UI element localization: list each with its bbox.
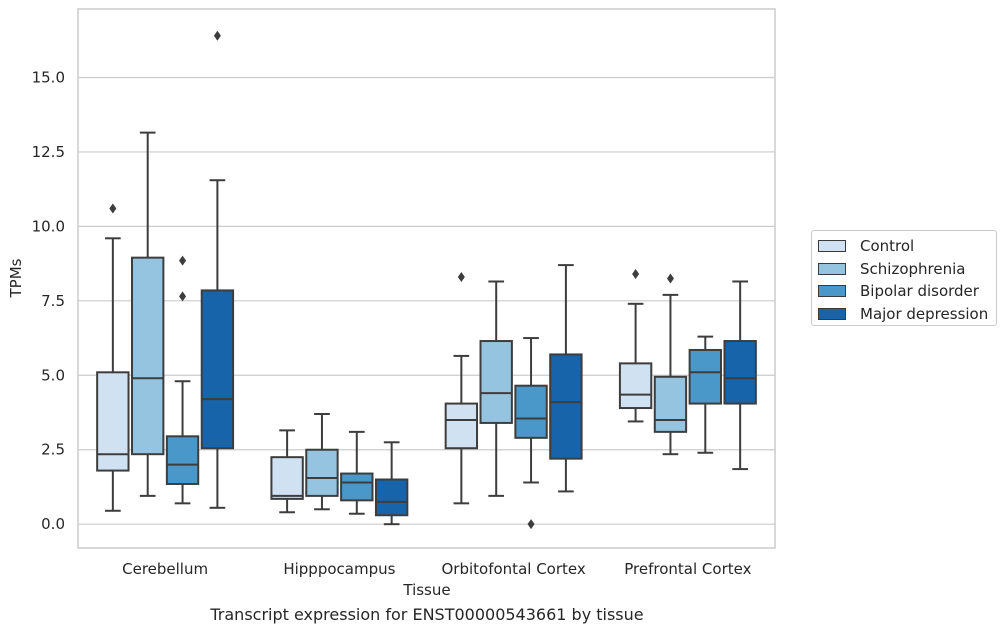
box-iqr [688, 348, 722, 405]
legend-item-control: Control [818, 235, 996, 258]
box-iqr [549, 353, 583, 460]
box-iqr [514, 384, 548, 439]
legend-swatch-bipolar-disorder [818, 285, 846, 298]
x-tick-label: Orbitofontal Cortex [442, 560, 586, 578]
outlier-point [213, 30, 221, 41]
outlier-point [179, 255, 187, 266]
box-0-0 [96, 203, 130, 512]
box-iqr [444, 402, 479, 450]
boxes [96, 30, 757, 530]
y-axis-label: TPMs [7, 258, 25, 298]
outlier-point [109, 203, 117, 214]
box-1-0 [131, 131, 165, 497]
box-iqr [618, 362, 653, 410]
legend-item-major-depression: Major depression [818, 303, 996, 326]
legend: Control Schizophrenia Bipolar disorder M… [811, 230, 997, 326]
legend-item-bipolar-disorder: Bipolar disorder [818, 280, 996, 303]
box-iqr [270, 456, 304, 500]
box-2-3 [688, 335, 722, 454]
box-iqr [305, 448, 339, 497]
box-0-1 [270, 429, 304, 514]
legend-swatch-control [818, 240, 846, 253]
box-3-3 [723, 280, 757, 471]
y-tick-label: 2.5 [41, 441, 65, 459]
y-tick-label: 5.0 [41, 366, 65, 384]
y-tick-label: 0.0 [41, 515, 65, 533]
x-tick-label: Prefrontal Cortex [624, 560, 751, 578]
plot-frame [77, 8, 776, 549]
box-2-0 [165, 255, 200, 505]
box-0-2 [444, 272, 479, 505]
box-3-1 [374, 441, 409, 526]
box-iqr [96, 371, 130, 472]
box-iqr [165, 435, 200, 485]
y-tick-label: 12.5 [32, 143, 65, 161]
outlier-point [457, 272, 465, 283]
x-tick-label: Hipppocampus [283, 560, 395, 578]
box-iqr [131, 256, 165, 456]
box-iqr [374, 478, 409, 517]
legend-label-control: Control [860, 237, 915, 256]
box-1-3 [653, 273, 688, 456]
box-3-2 [549, 264, 583, 493]
x-tick-label: Cerebellum [122, 560, 208, 578]
x-axis-label: Tissue [402, 581, 450, 599]
box-0-3 [618, 269, 653, 423]
box-3-0 [200, 30, 235, 509]
outlier-point [666, 273, 674, 284]
y-tick-label: 7.5 [41, 292, 65, 310]
box-iqr [723, 340, 757, 405]
box-iqr [200, 289, 235, 450]
box-1-1 [305, 412, 339, 511]
box-2-1 [340, 430, 374, 515]
legend-swatch-schizophrenia [818, 262, 846, 275]
legend-label-schizophrenia: Schizophrenia [860, 259, 966, 278]
outlier-point [527, 519, 535, 530]
figure-caption: Transcript expression for ENST0000054366… [210, 605, 644, 624]
box-iqr [340, 472, 374, 502]
tick-labels: 0.0 2.5 5.0 7.5 10.0 12.5 15.0 Cerebellum Hipppo… [32, 68, 752, 578]
box-1-2 [479, 280, 513, 497]
box-iqr [653, 375, 688, 433]
legend-label-major-depression: Major depression [860, 304, 989, 323]
outlier-point [632, 269, 640, 280]
y-tick-label: 10.0 [32, 217, 65, 235]
legend-label-bipolar-disorder: Bipolar disorder [860, 282, 979, 301]
legend-item-schizophrenia: Schizophrenia [818, 258, 996, 281]
legend-swatch-major-depression [818, 307, 846, 320]
y-tick-label: 15.0 [32, 68, 65, 86]
box-2-2 [514, 337, 548, 530]
box-iqr [479, 340, 513, 424]
outlier-point [179, 291, 187, 302]
